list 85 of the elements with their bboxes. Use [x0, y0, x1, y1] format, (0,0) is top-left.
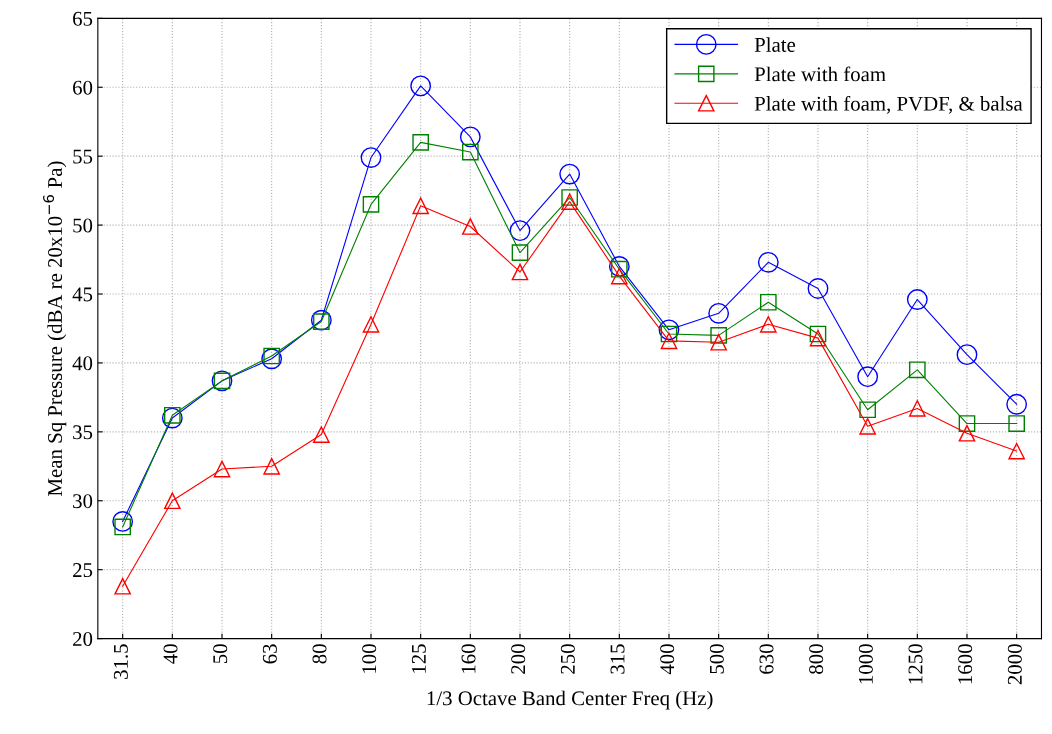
x-tick-label: 80 [312, 644, 327, 664]
x-tick-label: 250 [560, 644, 575, 674]
point [859, 401, 876, 419]
x-tick-label: 630 [759, 644, 774, 674]
point [958, 424, 976, 442]
x-tick-label: 2000 [1007, 644, 1022, 685]
point [412, 134, 429, 151]
point [1008, 415, 1025, 432]
point [263, 457, 280, 475]
point [461, 218, 479, 235]
point [559, 163, 581, 185]
point [412, 197, 429, 215]
y-tick-label: 60 [73, 80, 93, 95]
point [759, 293, 777, 311]
point [906, 289, 928, 310]
y-tick-label: 35 [73, 425, 93, 440]
y-tick-label: 65 [73, 11, 93, 26]
y-tick-label: 50 [73, 218, 93, 233]
point [908, 400, 926, 417]
point [410, 75, 432, 97]
point [114, 577, 132, 595]
point [710, 333, 727, 351]
point [908, 361, 926, 379]
y-tick-label: 45 [72, 287, 93, 302]
y-tick-label: 20 [73, 631, 93, 647]
point [859, 417, 876, 435]
point [161, 407, 183, 429]
y-axis-title: Mean Sq Pressure (dBA re 20x10$^{−6}$ Pa) [43, 161, 67, 496]
legend-label: Plate with foam [754, 66, 886, 82]
point [708, 302, 730, 324]
x-tick-label: 200 [511, 644, 526, 674]
x-tick-label: 63 [262, 644, 277, 664]
point [857, 366, 879, 388]
point [807, 278, 829, 299]
x-tick-label: 160 [461, 644, 476, 673]
x-tick-label: 1250 [908, 644, 923, 684]
point [660, 325, 678, 343]
point [261, 348, 283, 370]
point [1008, 442, 1025, 460]
point [710, 327, 727, 344]
point [658, 319, 680, 341]
point [263, 347, 280, 365]
legend-label: Plate [754, 37, 796, 52]
point [1006, 393, 1028, 415]
point [511, 263, 529, 281]
y-tick-label: 55 [73, 149, 93, 164]
point [561, 193, 578, 210]
y-tick-label: 25 [73, 563, 93, 578]
point [461, 143, 479, 161]
point [561, 189, 578, 206]
point [956, 344, 978, 366]
x-tick-label: 125 [411, 644, 426, 673]
x-tick-label: 31.5 [113, 644, 128, 679]
point [164, 406, 181, 424]
point [114, 518, 132, 536]
point [362, 315, 380, 333]
x-tick-label: 1600 [958, 644, 973, 684]
y-tick-label: 40 [72, 356, 93, 371]
point [360, 147, 382, 168]
x-axis-title: 1/3 Octave Band Center Freq (Hz) [427, 690, 713, 710]
point [362, 196, 380, 213]
point [459, 126, 481, 148]
point [509, 220, 531, 242]
x-tick-label: 1000 [858, 644, 873, 684]
point [511, 244, 529, 261]
point [759, 315, 777, 333]
point [164, 492, 181, 510]
point [660, 332, 678, 350]
point [958, 415, 976, 432]
x-tick-label: 315 [610, 644, 625, 674]
point [213, 460, 231, 478]
point [312, 426, 330, 443]
point [610, 267, 628, 285]
x-tick-label: 500 [709, 644, 724, 674]
point [809, 329, 827, 347]
x-tick-label: 50 [213, 644, 228, 664]
point [809, 325, 827, 343]
point [757, 251, 779, 273]
y-tick-label: 30 [73, 494, 93, 509]
x-tick-label: 40 [163, 644, 178, 664]
x-tick-label: 100 [362, 644, 377, 673]
point [112, 511, 134, 532]
x-tick-label: 800 [809, 644, 824, 674]
x-tick-label: 400 [660, 644, 675, 675]
legend-label: Plate with foam, PVDF, & balsa [754, 95, 1023, 114]
